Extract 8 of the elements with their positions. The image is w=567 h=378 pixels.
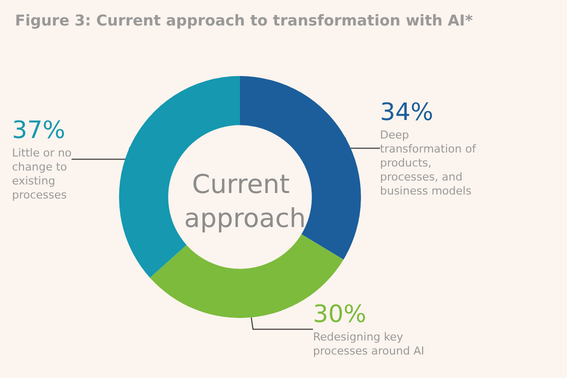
slice-label: Deep transformation of products, processes, and business models bbox=[380, 128, 477, 198]
chart-title: Figure 3: Current approach to transformation with AI* bbox=[15, 12, 473, 30]
text: Current approach bbox=[184, 170, 306, 234]
data-label: 34% bbox=[380, 98, 434, 126]
slice-label: Little or no change to existing processes bbox=[12, 146, 72, 202]
data-label: 30% bbox=[313, 300, 366, 328]
data-label: 37% bbox=[12, 116, 66, 144]
slice-label: Redesigning key processes around AI bbox=[313, 330, 424, 358]
